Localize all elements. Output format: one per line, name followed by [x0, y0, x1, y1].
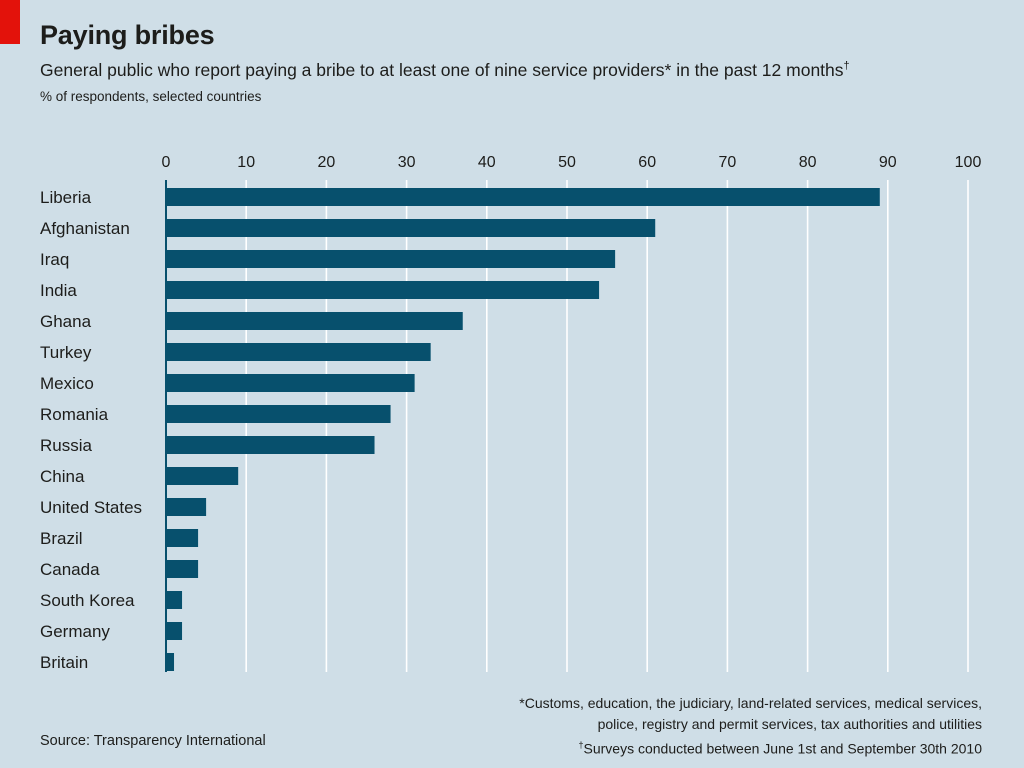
- category-label: Russia: [40, 436, 93, 455]
- x-tick-label: 100: [955, 154, 982, 171]
- category-label: United States: [40, 498, 142, 517]
- footnote-dagger-text: Surveys conducted between June 1st and S…: [583, 740, 983, 757]
- category-label: China: [40, 467, 85, 486]
- category-label: Mexico: [40, 374, 94, 393]
- bar: [166, 560, 199, 578]
- bar: [166, 653, 175, 671]
- chart-subtitle-text: General public who report paying a bribe…: [40, 60, 844, 80]
- x-tick-label: 80: [799, 154, 817, 171]
- category-label: Iraq: [40, 250, 69, 269]
- footnote-dagger: †Surveys conducted between June 1st and …: [519, 735, 982, 760]
- category-label: Turkey: [40, 343, 92, 362]
- bar: [166, 312, 463, 330]
- category-labels: Liberia Afghanistan Iraq India Ghana Turkey Me…: [40, 188, 142, 672]
- category-label: Liberia: [40, 188, 92, 207]
- bar: [166, 219, 656, 237]
- bar: [166, 188, 880, 206]
- brand-mark: [0, 0, 20, 44]
- x-tick-label: 10: [237, 154, 255, 171]
- bar: [166, 591, 183, 609]
- x-axis-ticks: 0 10 20 30 40 50 60 70 80 90 100: [162, 154, 982, 171]
- x-tick-label: 50: [558, 154, 576, 171]
- subtitle-footnote-mark: †: [843, 60, 850, 73]
- x-tick-label: 30: [398, 154, 416, 171]
- x-tick-label: 60: [638, 154, 656, 171]
- category-label: South Korea: [40, 591, 135, 610]
- category-label: Afghanistan: [40, 219, 130, 238]
- x-tick-label: 70: [719, 154, 737, 171]
- chart-title: Paying bribes: [40, 20, 215, 50]
- bar: [166, 529, 199, 547]
- category-label: Brazil: [40, 529, 83, 548]
- bar: [166, 281, 600, 299]
- footnote-dagger-mark: †: [578, 740, 584, 750]
- footnotes: *Customs, education, the judiciary, land…: [519, 693, 982, 760]
- x-tick-label: 90: [879, 154, 897, 171]
- bars: [166, 188, 880, 671]
- x-tick-label: 20: [318, 154, 336, 171]
- chart-subtitle: General public who report paying a bribe…: [40, 60, 850, 81]
- x-tick-label: 40: [478, 154, 496, 171]
- bar: [166, 343, 431, 361]
- bar: [166, 467, 239, 485]
- category-label: Britain: [40, 653, 88, 672]
- category-label: Germany: [40, 622, 110, 641]
- bar: [166, 250, 616, 268]
- x-tick-label: 0: [162, 154, 171, 171]
- bar: [166, 436, 375, 454]
- bar: [166, 374, 415, 392]
- unit-note: % of respondents, selected countries: [40, 89, 262, 104]
- footnote-asterisk-line-1: *Customs, education, the judiciary, land…: [519, 695, 982, 711]
- source-note: Source: Transparency International: [40, 733, 266, 749]
- bar: [166, 498, 207, 516]
- category-label: India: [40, 281, 77, 300]
- footnote-asterisk-line-2: police, registry and permit services, ta…: [597, 716, 982, 732]
- category-label: Ghana: [40, 312, 92, 331]
- bar: [166, 622, 183, 640]
- category-label: Romania: [40, 405, 109, 424]
- bar: [166, 405, 391, 423]
- category-label: Canada: [40, 560, 100, 579]
